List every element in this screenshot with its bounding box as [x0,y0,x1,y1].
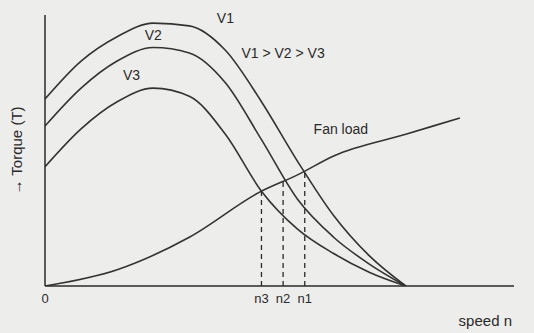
svg-text:V1 > V2 > V3: V1 > V2 > V3 [241,45,324,61]
svg-text:n2: n2 [276,291,290,306]
svg-text:n3: n3 [254,291,268,306]
svg-text:V1: V1 [217,10,234,26]
svg-text:Fan load: Fan load [314,121,368,137]
svg-text:speed n: speed n [459,312,512,329]
svg-text:0: 0 [41,291,48,306]
svg-text:→ Torque (T): → Torque (T) [8,106,25,194]
svg-text:n1: n1 [298,291,312,306]
svg-text:V2: V2 [145,27,162,43]
svg-text:V3: V3 [123,67,140,83]
